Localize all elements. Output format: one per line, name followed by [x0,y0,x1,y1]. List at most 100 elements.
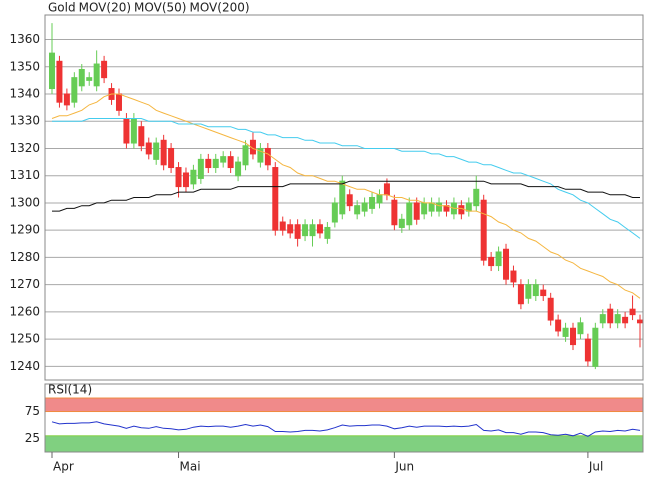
candle-body [123,118,130,144]
candle-body [272,167,279,231]
candle-body [607,308,614,324]
candle-body [637,319,643,324]
candle-body [56,60,63,103]
y-tick-label: 1340 [9,86,40,100]
candle-body [614,314,621,324]
legend-entry: Gold [48,1,76,15]
candle-body [503,248,510,280]
candle-body [227,156,234,169]
y-tick-label: 1350 [9,59,40,73]
candle-body [160,139,167,166]
candle-body [331,202,338,223]
candle-body [391,199,398,226]
line-series [51,93,641,299]
candle-body [406,202,413,226]
y-tick-label: 1300 [9,195,40,209]
candle-body [294,224,301,239]
y-tick-label: 1310 [9,168,40,182]
candle-body [532,284,539,297]
candle-body [354,205,361,215]
rsi-band [44,435,644,453]
candle-body [197,158,204,179]
candle-body [473,188,480,207]
x-tick-label: Jun [394,460,414,474]
candle-body [49,52,55,90]
candle-body [369,197,376,209]
y-tick-label: 1260 [9,304,40,318]
candle-body [525,284,532,299]
candle-body [130,118,137,144]
candle-body [540,289,547,297]
candle-body [78,68,85,87]
candle-body [562,327,569,337]
x-tick-label: Mai [180,460,201,474]
candle-body [235,161,242,177]
candle-body [138,126,145,147]
y-tick-label: 1250 [9,332,40,346]
candle-body [413,202,420,220]
candle-body [584,338,591,362]
candle-body [510,270,517,283]
x-tick-label: Apr [53,460,74,474]
y-tick-label: 1280 [9,250,40,264]
legend-entry: MOV(20) [79,1,131,15]
rsi-label: RSI(14) [48,383,92,397]
line-series [51,421,641,437]
candle-body [517,284,524,305]
y-tick-label: 1320 [9,141,40,155]
candle-body [145,142,152,155]
candle-body [592,327,599,367]
y-tick-label: 1290 [9,223,40,237]
candle-body [465,202,472,212]
candle-body [577,322,584,335]
candle-body [71,77,78,103]
candle-body [324,226,331,239]
candle-body [547,297,554,321]
candle-body [220,156,227,163]
y-tick-label: 75 [25,404,40,418]
candle-body [383,183,390,196]
candle-body [309,224,316,237]
candle-body [175,167,182,188]
x-tick-label: Jul [588,460,603,474]
candle-body [93,63,100,87]
candle-body [570,327,577,346]
candle-body [115,93,122,111]
candle-body [629,308,636,316]
candle-body [495,251,502,267]
candle-body [205,158,212,169]
candle-body [316,224,323,234]
line-series [52,180,640,212]
candle-body [458,205,465,215]
candle-body [480,199,487,261]
candle-body [86,77,93,81]
candle-body [242,145,249,166]
candle-body [190,169,197,185]
plot-frame [44,14,644,381]
y-tick-label: 1270 [9,277,40,291]
y-tick-label: 25 [25,431,40,445]
candle-body [346,194,353,207]
y-tick-label: 1360 [9,32,40,46]
candle-body [339,180,346,215]
candle-body [488,256,495,267]
candle-body [153,142,160,160]
candle-body [428,202,435,212]
candle-body [302,224,309,237]
candle-body [622,316,629,324]
candle-body [398,218,405,228]
plot-frame [44,383,644,453]
candle-body [264,147,271,166]
candle-body [361,202,368,212]
rsi-band [44,397,644,413]
candle-body [436,202,443,212]
legend-entry: MOV(200) [189,1,249,15]
candle-body [168,147,175,169]
candle-body [421,202,428,215]
candle-body [599,314,606,324]
candle-body [257,147,264,163]
candle-body [555,319,562,332]
legend-entry: MOV(50) [134,1,186,15]
candle-body [287,224,294,234]
candle-body [376,194,383,204]
